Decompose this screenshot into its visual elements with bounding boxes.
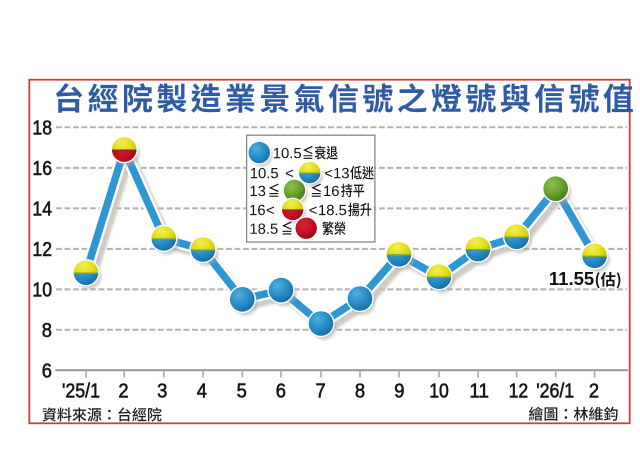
svg-text:14: 14: [32, 199, 52, 221]
svg-text:18: 18: [32, 118, 52, 140]
svg-text:8: 8: [42, 320, 52, 342]
svg-text:11.55: 11.55: [549, 268, 594, 289]
svg-text:12: 12: [509, 381, 529, 403]
svg-text:'25/1: '25/1: [62, 381, 100, 403]
svg-text:2: 2: [589, 381, 599, 403]
svg-text:4: 4: [197, 381, 207, 403]
svg-text:10: 10: [429, 381, 449, 403]
svg-text:10: 10: [32, 280, 52, 302]
svg-text:'26/1: '26/1: [536, 381, 574, 403]
svg-text:9: 9: [394, 381, 404, 403]
svg-text:6: 6: [276, 381, 286, 403]
svg-text:8: 8: [355, 381, 365, 403]
svg-text:12: 12: [32, 239, 52, 261]
svg-text:7: 7: [316, 381, 326, 403]
svg-text:3: 3: [157, 381, 167, 403]
svg-text:16: 16: [32, 158, 52, 180]
svg-text:11: 11: [469, 381, 489, 403]
svg-text:2: 2: [118, 381, 128, 403]
svg-text:6: 6: [42, 361, 52, 383]
svg-text:5: 5: [237, 381, 247, 403]
